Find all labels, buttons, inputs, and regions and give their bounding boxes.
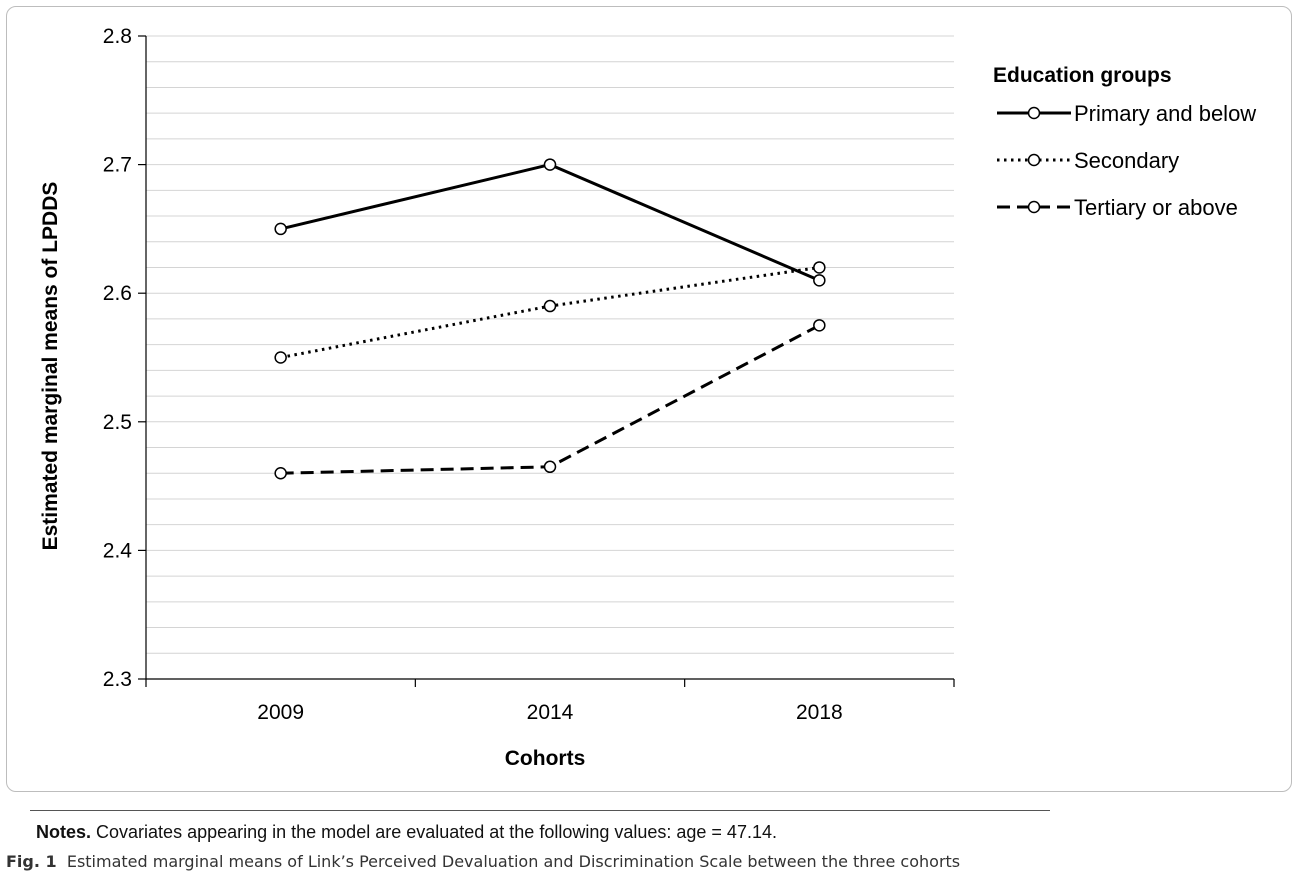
axes [138,35,955,687]
notes-separator [30,810,1050,811]
data-point [274,351,287,364]
legend-label: Primary and below [1074,101,1256,126]
legend-label: Secondary [1074,148,1179,173]
data-point [543,299,557,313]
data-point [813,274,826,287]
y-tick-label: 2.3 [103,668,132,691]
y-tick-label: 2.8 [103,25,132,48]
legend: Education groups Primary and below Second… [993,64,1256,220]
data-point [813,261,826,274]
data-point [813,319,826,332]
data-point [274,466,287,480]
notes: Notes. Covariates appearing in the model… [36,822,777,843]
y-axis-label: Estimated marginal means of LPDDS [39,182,62,551]
x-tick-label: 2018 [796,701,843,724]
figure-caption: Fig. 1 Estimated marginal means of Link’… [6,852,960,871]
y-tick-label: 2.7 [103,154,132,177]
notes-label: Notes. [36,822,92,842]
legend-label: Tertiary or above [1074,195,1238,220]
data-point [274,222,287,236]
x-tick-label: 2014 [527,701,574,724]
x-axis-label: Cohorts [505,747,586,770]
series-line-2 [280,324,821,475]
y-tick-label: 2.6 [103,282,132,305]
caption-label: Fig. 1 [6,852,57,871]
y-tick-label: 2.5 [103,411,132,434]
data-point [543,158,557,171]
line-chart: 2.3 2.4 2.5 2.6 2.7 2.8 2009 2014 2018 Education… [39,25,1256,770]
grid-lines [146,35,954,654]
caption-text: Estimated marginal means of Link’s Perce… [66,852,961,871]
legend-marker [1027,106,1041,120]
series-lines [274,158,826,480]
legend-marker [1027,200,1041,214]
data-point [543,460,557,474]
y-tick-label: 2.4 [103,539,133,562]
series-line-1 [280,265,820,359]
legend-marker [1027,153,1041,167]
notes-text: Covariates appearing in the model are ev… [96,822,777,842]
chart-frame: 2.3 2.4 2.5 2.6 2.7 2.8 2009 2014 2018 Education… [6,6,1292,792]
series-line-0 [280,163,820,282]
legend-title: Education groups [993,64,1172,87]
tick-labels: 2.3 2.4 2.5 2.6 2.7 2.8 2009 2014 2018 [103,25,843,724]
x-tick-label: 2009 [257,701,304,724]
